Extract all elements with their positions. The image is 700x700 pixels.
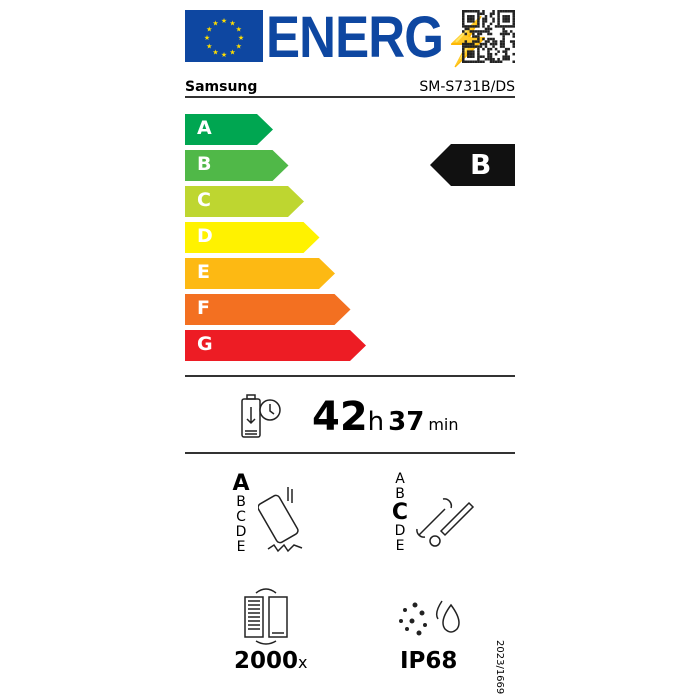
rating-arrow: B [430,144,515,186]
minutes: 37 [388,407,425,437]
energy-class-label: A [197,117,212,139]
divider [185,96,515,98]
dust-water-icon [399,600,460,636]
model: SM-S731B/DS [419,79,515,95]
class-letter: E [395,538,405,554]
energy-class-arrow-D: D [185,222,320,253]
hours-unit: h [367,407,385,437]
hours: 42 [312,394,368,440]
energy-class-arrow-C: C [185,186,304,217]
phone-drop-icon [258,487,303,553]
star: ★ [236,43,242,51]
class-letter: A [232,471,250,496]
energy-class-arrow-E: E [185,258,335,289]
star: ★ [212,49,218,57]
regulation-number: 2023/1669 [494,640,505,695]
class-letter: C [391,500,409,525]
class-letter: B [395,486,405,502]
energy-class-label: G [197,333,213,355]
battery-clock-icon [241,394,281,438]
class-letter: D [235,524,247,540]
star: ★ [229,19,235,27]
energy-logo: ENERG⚡ [266,5,494,70]
star: ★ [206,43,212,51]
class-letter: C [236,509,246,525]
charge-cycles: 2000x [234,648,307,674]
star: ★ [206,26,212,34]
cycles-value: 2000 [234,648,299,674]
star: ★ [236,26,242,34]
class-letter: A [395,471,405,487]
energy-class-label: E [197,261,210,283]
energy-class-label: B [197,153,212,175]
rating-label: B [470,148,492,181]
energy-class-label: F [197,297,210,319]
battery-endurance: 42h 37 min [312,394,459,440]
star: ★ [221,17,227,25]
logo-text: ENERG [266,5,444,70]
eu-flag-icon: ★ ★★★★★★★★★★★ [185,10,263,62]
cycles-unit: x [298,653,308,672]
energy-class-label: C [197,189,211,211]
class-letter: E [236,539,246,555]
brand: Samsung [185,79,258,95]
energy-class-arrow-B: B [185,150,289,181]
energy-class-arrow-F: F [185,294,351,325]
class-letter: B [236,494,246,510]
class-letter: D [394,523,406,539]
energy-class-arrow-G: G [185,330,366,361]
minutes-unit: min [428,415,459,434]
energy-class-arrow-A: A [185,114,273,145]
star: ★ [238,34,244,42]
ip-rating: IP68 [400,648,458,674]
star: ★ [229,49,235,57]
star: ★ [221,51,227,59]
battery-cycle-icon [244,588,288,645]
tools-icon [416,498,475,547]
star: ★ [212,19,218,27]
divider [185,375,515,377]
qr-code-icon[interactable] [462,10,515,63]
divider [185,452,515,454]
star: ★ [204,34,210,42]
energy-class-label: D [197,225,213,247]
